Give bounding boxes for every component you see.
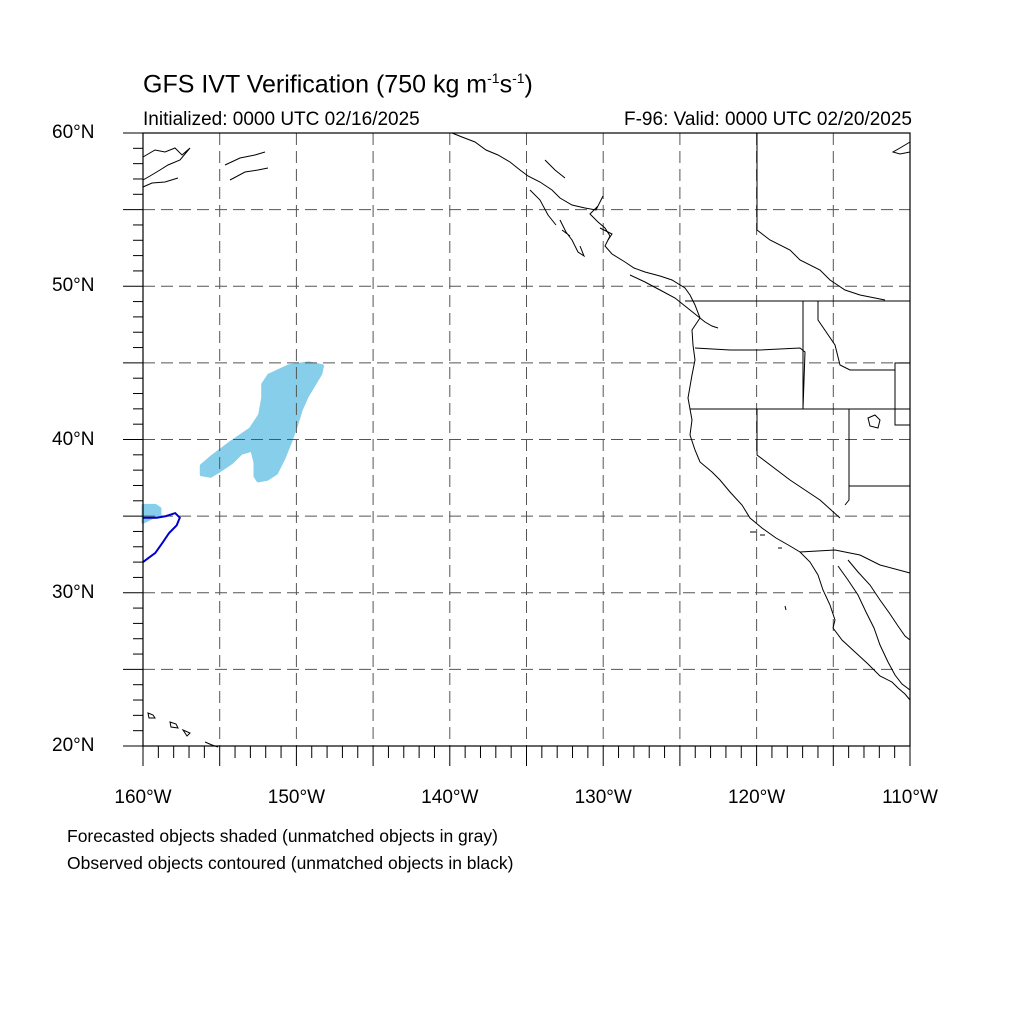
lat-label: 40°N: [52, 428, 95, 450]
forecast-object-fc-1: [199, 361, 324, 483]
coastline-greenland-corner: [891, 141, 911, 155]
lat-label: 30°N: [52, 581, 95, 603]
coastline-great-salt-lake: [867, 414, 881, 429]
lon-label: 160°W: [114, 787, 172, 808]
coastline-hawaii-alaska-north: [142, 147, 269, 188]
initialized-time: Initialized: 0000 UTC 02/16/2025: [143, 109, 420, 130]
chart-title: GFS IVT Verification (750 kg m-1s-1): [143, 70, 533, 99]
lon-label: 130°W: [574, 787, 632, 808]
lon-label: 110°W: [882, 787, 938, 808]
border-us-mexico: [799, 549, 911, 574]
observed-objects-layer: [142, 511, 181, 563]
border-utah-colorado: [894, 363, 910, 426]
footer-note-forecast: Forecasted objects shaded (unmatched obj…: [67, 826, 498, 846]
lat-label: 50°N: [52, 275, 95, 297]
coastlines-and-borders: [142, 132, 911, 748]
lon-label: 120°W: [727, 787, 786, 808]
forecast-object-fc-2: [141, 503, 162, 524]
border-washington-oregon: [694, 347, 806, 410]
coastline-vancouver-island: [629, 274, 719, 329]
lon-label: 150°W: [267, 787, 326, 808]
lon-label: 140°W: [421, 787, 479, 808]
coastline-channel-islands: [750, 531, 787, 611]
coastline-baja-east: [832, 559, 911, 701]
coastline-hawaii-islands: [147, 712, 219, 748]
coastline-mexico-mainland: [837, 565, 911, 691]
coastline-north-america: [451, 132, 836, 629]
border-idaho-west: [802, 301, 910, 409]
border-nevada-arizona: [844, 409, 910, 506]
coastline-alaska-islands: [529, 159, 613, 258]
border-canada-provinces: [756, 133, 886, 301]
valid-time: F-96: Valid: 0000 UTC 02/20/2025: [624, 109, 912, 130]
observed-object-obs-1: [142, 511, 181, 563]
forecast-objects-layer: [141, 361, 324, 524]
axis-ticks: [123, 132, 911, 766]
footer-note-observed: Observed objects contoured (unmatched ob…: [67, 853, 514, 873]
lat-label: 60°N: [52, 122, 95, 143]
border-california-nevada: [756, 409, 841, 519]
graticule-gridlines: [143, 133, 910, 746]
lat-label: 20°N: [52, 735, 95, 756]
